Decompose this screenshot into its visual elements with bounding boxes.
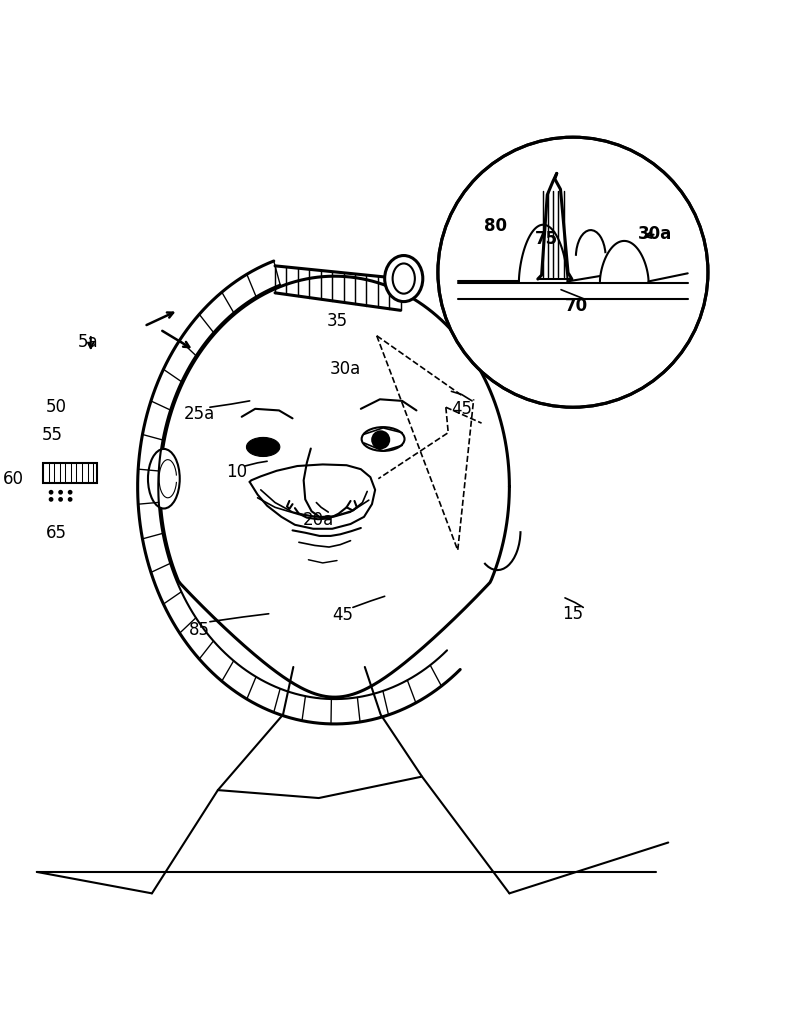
Text: 35: 35 bbox=[326, 312, 347, 331]
Circle shape bbox=[49, 497, 54, 501]
Ellipse shape bbox=[362, 427, 405, 451]
Ellipse shape bbox=[246, 437, 280, 456]
Text: 25a: 25a bbox=[184, 404, 215, 423]
Circle shape bbox=[58, 497, 63, 501]
Text: 85: 85 bbox=[189, 621, 210, 639]
Ellipse shape bbox=[385, 255, 423, 301]
Circle shape bbox=[68, 497, 73, 501]
Text: 60: 60 bbox=[2, 470, 23, 488]
Text: 45: 45 bbox=[451, 400, 472, 418]
Circle shape bbox=[68, 490, 73, 494]
Text: 30a: 30a bbox=[638, 225, 672, 243]
Bar bbox=[43, 463, 97, 484]
Circle shape bbox=[49, 490, 54, 494]
Text: 80: 80 bbox=[484, 217, 507, 235]
Text: 65: 65 bbox=[46, 524, 67, 542]
Text: 30a: 30a bbox=[330, 360, 361, 378]
Text: 70: 70 bbox=[566, 296, 589, 314]
Text: 55: 55 bbox=[42, 426, 63, 444]
Text: 5a: 5a bbox=[78, 333, 98, 351]
Circle shape bbox=[58, 490, 63, 494]
Text: 75: 75 bbox=[535, 230, 558, 248]
Ellipse shape bbox=[148, 449, 180, 508]
Text: 45: 45 bbox=[332, 606, 353, 625]
Text: 20a: 20a bbox=[303, 512, 334, 529]
Text: 50: 50 bbox=[46, 398, 67, 417]
Circle shape bbox=[438, 137, 708, 407]
Text: 10: 10 bbox=[226, 464, 247, 481]
Text: 15: 15 bbox=[562, 604, 583, 623]
Circle shape bbox=[371, 430, 390, 449]
